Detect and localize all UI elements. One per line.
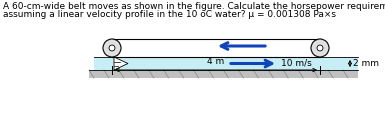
Bar bbox=[89, 70, 358, 78]
Polygon shape bbox=[114, 57, 128, 70]
Circle shape bbox=[103, 39, 121, 57]
Bar bbox=[112, 39, 320, 57]
Text: 10 m/s: 10 m/s bbox=[281, 59, 312, 68]
Circle shape bbox=[317, 45, 323, 51]
Text: A 60-cm-wide belt moves as shown in the figure. Calculate the horsepower require: A 60-cm-wide belt moves as shown in the … bbox=[3, 2, 385, 11]
Circle shape bbox=[109, 45, 115, 51]
Bar bbox=[94, 57, 358, 70]
Text: assuming a linear velocity profile in the 10 oC water? μ = 0.001308 Pa×s: assuming a linear velocity profile in th… bbox=[3, 10, 336, 19]
Text: 2 mm: 2 mm bbox=[353, 59, 379, 68]
Text: 4 m: 4 m bbox=[208, 57, 224, 66]
Circle shape bbox=[311, 39, 329, 57]
